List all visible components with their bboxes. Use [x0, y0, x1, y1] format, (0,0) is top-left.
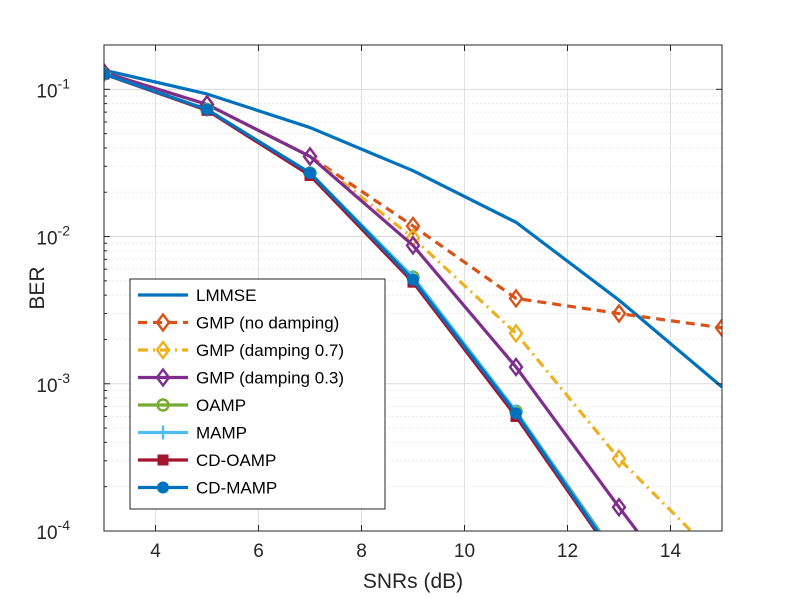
- x-axis-label: SNRs (dB): [363, 570, 463, 593]
- series-layer: [104, 62, 722, 531]
- legend-label: LMMSE: [196, 286, 256, 305]
- x-tick-label: 12: [557, 541, 578, 562]
- legend-label: MAMP: [196, 424, 247, 443]
- legend-entry: GMP (damping 0.7): [138, 340, 344, 360]
- y-tick-label: 10-1: [36, 75, 70, 102]
- legend-label: CD-OAMP: [196, 451, 276, 470]
- legend-marker: [155, 340, 171, 360]
- data-point: [405, 215, 421, 236]
- x-tick-label: 4: [150, 541, 161, 562]
- x-tick-label: 10: [454, 541, 475, 562]
- y-tick-label: 10-3: [36, 370, 70, 397]
- plot-frame: [103, 44, 723, 532]
- x-tick-label: 14: [660, 541, 682, 562]
- legend-marker: [155, 367, 171, 388]
- data-point: [508, 356, 524, 377]
- data-point: [302, 146, 318, 167]
- legend-marker: [157, 454, 169, 466]
- legend-label: GMP (no damping): [196, 314, 339, 333]
- legend-marker: [156, 398, 170, 412]
- axis-ticks: 4 6 8 10 12 14 10-4 10-3 10-2 10-1: [36, 45, 722, 562]
- legend-marker: [156, 425, 170, 440]
- legend-entry: GMP (no damping): [138, 312, 339, 333]
- data-point: [405, 235, 421, 256]
- legend-label: GMP (damping 0.7): [196, 341, 344, 360]
- legend-label: GMP (damping 0.3): [196, 369, 344, 388]
- legend-label: OAMP: [196, 396, 246, 415]
- legend-entry: MAMP: [138, 424, 247, 443]
- data-point: [508, 323, 524, 344]
- data-point: [201, 103, 213, 116]
- x-tick-label: 8: [356, 541, 367, 562]
- series-line: [104, 72, 599, 531]
- data-point: [104, 68, 110, 81]
- legend-entry: LMMSE: [138, 286, 256, 305]
- series-cd-mamp: [104, 68, 599, 531]
- grid: [104, 45, 722, 532]
- data-point: [510, 407, 522, 420]
- data-point: [611, 497, 627, 518]
- data-point: [714, 317, 722, 338]
- x-tick-label: 6: [253, 541, 264, 562]
- legend: LMMSE GMP (no damping) GMP (damping 0.7) GM…: [129, 278, 386, 510]
- data-point: [611, 448, 627, 469]
- legend-marker: [157, 481, 169, 494]
- legend-box: [129, 278, 386, 510]
- y-axis-label: BER: [26, 266, 49, 309]
- legend-entry: GMP (damping 0.3): [138, 367, 344, 388]
- series-lmmse: [104, 68, 722, 389]
- y-tick-label: 10-2: [36, 223, 70, 250]
- legend-entry: CD-OAMP: [138, 451, 276, 470]
- y-tick-label: 10-4: [36, 517, 70, 544]
- legend-entry: CD-MAMP: [138, 479, 277, 498]
- data-point: [611, 303, 627, 324]
- legend-entry: OAMP: [138, 396, 246, 415]
- data-point: [407, 273, 419, 286]
- legend-marker: [155, 312, 171, 333]
- legend-label: CD-MAMP: [196, 479, 277, 498]
- data-point: [304, 167, 316, 180]
- series-line: [104, 68, 722, 389]
- data-point: [508, 288, 524, 309]
